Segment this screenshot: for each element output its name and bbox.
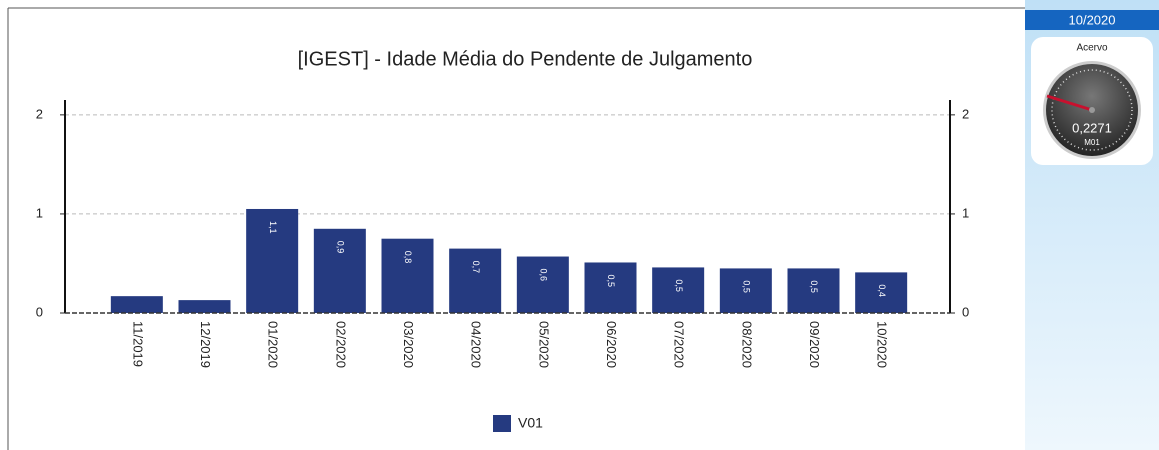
bar (110, 296, 163, 313)
gauge-scale (1051, 69, 1133, 151)
y2-tick-label: 0 (962, 304, 969, 319)
x-tick-label: 07/2020 (672, 321, 687, 368)
bar (178, 300, 231, 313)
value-label: 0,5 (741, 280, 751, 293)
y-tick-label: 1 (36, 205, 43, 220)
gauge-unit: M01 (1084, 138, 1100, 147)
value-label: 0,6 (538, 269, 548, 282)
x-tick-label: 10/2020 (875, 321, 890, 368)
bar (246, 208, 299, 313)
bar (855, 272, 908, 313)
bar (584, 262, 637, 313)
value-label: 0,8 (403, 251, 413, 264)
chart-title: [IGEST] - Idade Média do Pendente de Jul… (298, 48, 753, 70)
gauge-value: 0,2271 (1072, 120, 1112, 135)
value-label: 0,9 (335, 241, 345, 254)
x-tick-label: 12/2019 (198, 321, 213, 368)
period: 10/2020 (1069, 12, 1116, 27)
value-label: 0,5 (606, 274, 616, 287)
legend-label: V01 (518, 415, 543, 431)
x-tick-label: 09/2020 (807, 321, 822, 368)
x-tick-label: 08/2020 (739, 321, 754, 368)
value-label: 0,4 (877, 284, 887, 297)
bar (313, 228, 366, 313)
legend-swatch (493, 415, 511, 432)
bar (652, 267, 705, 313)
x-tick-label: 04/2020 (469, 321, 484, 368)
gauge-hub (1089, 107, 1095, 113)
period-header (1025, 10, 1159, 30)
value-label: 1,1 (268, 221, 278, 234)
value-label: 0,7 (471, 261, 481, 274)
x-tick-label: 11/2019 (130, 321, 145, 367)
bar (516, 256, 569, 313)
y-tick-label: 0 (36, 304, 43, 319)
bar (719, 268, 772, 313)
x-tick-label: 06/2020 (604, 321, 619, 368)
y-tick-label: 2 (36, 106, 43, 121)
x-tick-label: 05/2020 (536, 321, 551, 368)
y2-tick-label: 1 (962, 205, 969, 220)
gauge-title: Acervo (1076, 43, 1108, 54)
bar (381, 238, 434, 313)
x-tick-label: 03/2020 (401, 321, 416, 368)
x-tick-label: 02/2020 (333, 321, 348, 368)
value-label: 0,5 (674, 279, 684, 292)
value-label: 0,5 (809, 280, 819, 293)
bar (449, 248, 502, 313)
y2-tick-label: 2 (962, 106, 969, 121)
bar (787, 268, 840, 313)
gauge-needle (1046, 94, 1093, 112)
x-tick-label: 01/2020 (266, 321, 281, 368)
